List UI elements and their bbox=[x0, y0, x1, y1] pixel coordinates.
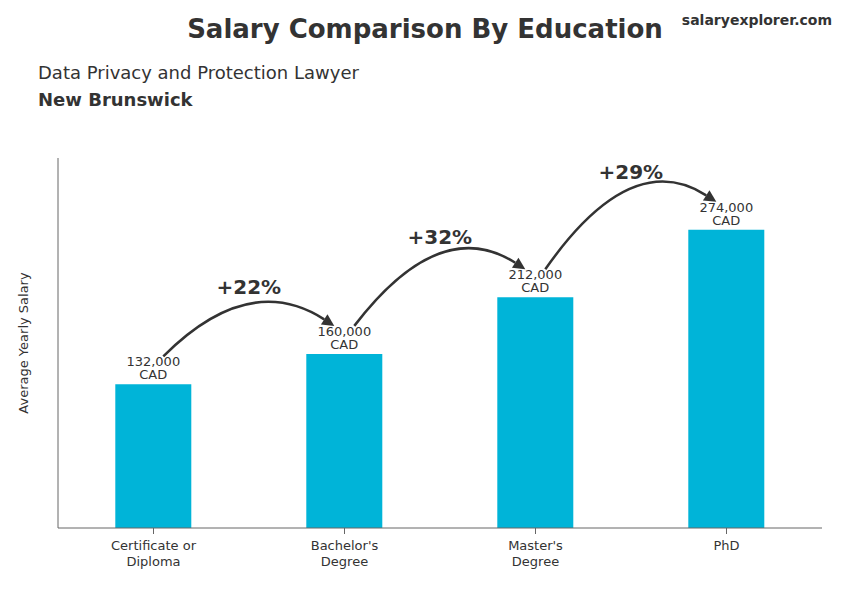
svg-text:160,000CAD: 160,000CAD bbox=[317, 324, 371, 352]
html-text:New Brunswick: New Brunswick bbox=[38, 89, 193, 110]
svg-text:Bachelor'sDegree: Bachelor'sDegree bbox=[311, 538, 379, 569]
svg-text:Average Yearly Salary: Average Yearly Salary bbox=[16, 272, 31, 414]
html-text:Data Privacy and Protection La: Data Privacy and Protection Lawyer bbox=[38, 62, 359, 83]
svg-text:+22%: +22% bbox=[216, 275, 281, 299]
html-text:Salary Comparison By Education: Salary Comparison By Education bbox=[187, 14, 663, 44]
svg-text:+32%: +32% bbox=[407, 225, 472, 249]
svg-text:Master'sDegree: Master'sDegree bbox=[508, 538, 563, 569]
svg-text:274,000CAD: 274,000CAD bbox=[699, 200, 753, 228]
svg-text:PhD: PhD bbox=[713, 538, 739, 553]
svg-text:Certificate orDiploma: Certificate orDiploma bbox=[111, 538, 197, 569]
svg-text:132,000CAD: 132,000CAD bbox=[126, 354, 180, 382]
html-text:salaryexplorer.com: salaryexplorer.com bbox=[681, 12, 832, 28]
svg-text:+29%: +29% bbox=[598, 160, 663, 184]
svg-text:212,000CAD: 212,000CAD bbox=[508, 267, 562, 295]
